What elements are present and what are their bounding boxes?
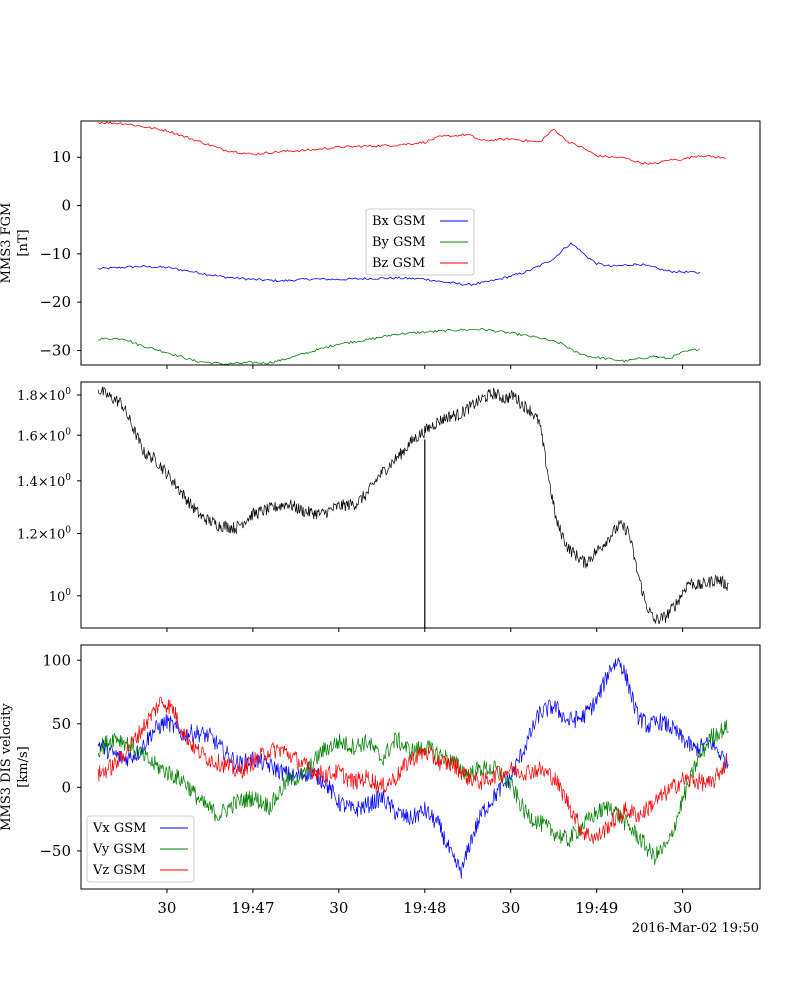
series-line-by-gsm [98,327,701,365]
y-tick-label: 100 [42,651,71,669]
fgm-legend-label-by: By GSM [372,235,426,250]
fgm-y-label-line1: MMS3 FGM [0,203,14,284]
velocity-y-label-line1: MMS3 DIS velocity [0,703,14,831]
x-tick-label: 30 [157,899,176,917]
y-tick-label: 50 [52,715,71,733]
fgm-legend-label-bz: Bz GSM [372,256,425,271]
y-tick-label: 1.4×100 [17,473,71,490]
y-tick-label: 1.2×100 [17,526,71,543]
velocity-y-ticks: 100 50 0 −50 [39,651,81,860]
velocity-y-label-line2: [km/s] [16,746,31,787]
density-y-ticks: 1.8×100 1.6×100 1.4×100 1.2×100 100 [17,387,81,605]
fgm-panel: 10 0 −10 −20 −30 MMS3 FGM [nT] Bx GSM By GSM… [0,120,761,369]
x-tick-label: 19:48 [403,899,446,917]
fgm-legend: Bx GSM By GSM Bz GSM [365,208,475,276]
y-tick-label: −50 [39,842,71,860]
x-tick-label: 30 [673,899,692,917]
velocity-legend: Vx GSM Vy GSM Vz GSM [86,815,195,883]
series-line-vx-gsm [97,657,729,879]
density-series-layer [97,386,729,628]
fgm-y-label-line2: [nT] [16,229,31,256]
y-tick-label: −10 [39,245,71,263]
fgm-y-ticks: 10 0 −10 −20 −30 [39,148,81,360]
series-line-bx-gsm [98,242,701,286]
velocity-legend-label-vy: Vy GSM [92,842,146,857]
velocity-legend-label-vx: Vx GSM [92,821,146,836]
x-tick-label: 30 [501,899,520,917]
density-x-ticks [166,628,684,632]
x-tick-label: 19:49 [575,899,618,917]
fgm-legend-label-bx: Bx GSM [372,214,426,229]
y-tick-label: −20 [39,293,71,311]
figure-footer-timestamp: 2016-Mar-02 19:50 [632,921,759,936]
fgm-axes-frame [80,120,761,366]
y-tick-label: 1.8×100 [17,387,71,404]
y-tick-label: 1.6×100 [17,427,71,444]
fgm-legend-box [365,208,475,276]
density-axes-frame [80,381,761,629]
series-line-vz-gsm [97,696,729,844]
series-line-bz-gsm [97,121,726,166]
x-tick-label: 30 [329,899,348,917]
fgm-x-ticks [166,365,684,369]
x-tick-label: 19:47 [231,899,274,917]
density-panel: 1.8×100 1.6×100 1.4×100 1.2×100 100 [17,381,761,632]
y-tick-label: 100 [49,588,72,605]
y-tick-label: −30 [39,342,71,360]
velocity-series-layer [97,657,729,879]
y-tick-label: 0 [61,778,71,796]
series-line-density [97,386,729,624]
velocity-axes-frame [80,644,761,890]
velocity-panel: 100 50 0 −50 30 19:47 30 19:48 30 19:49 30 MMS3 D… [0,644,761,917]
y-tick-label: 0 [61,197,71,215]
y-tick-label: 10 [52,148,71,166]
velocity-x-ticks: 30 19:47 30 19:48 30 19:49 30 [157,889,692,917]
velocity-legend-label-vz: Vz GSM [92,863,146,878]
fgm-series-layer [97,121,726,365]
velocity-legend-box [86,815,195,883]
